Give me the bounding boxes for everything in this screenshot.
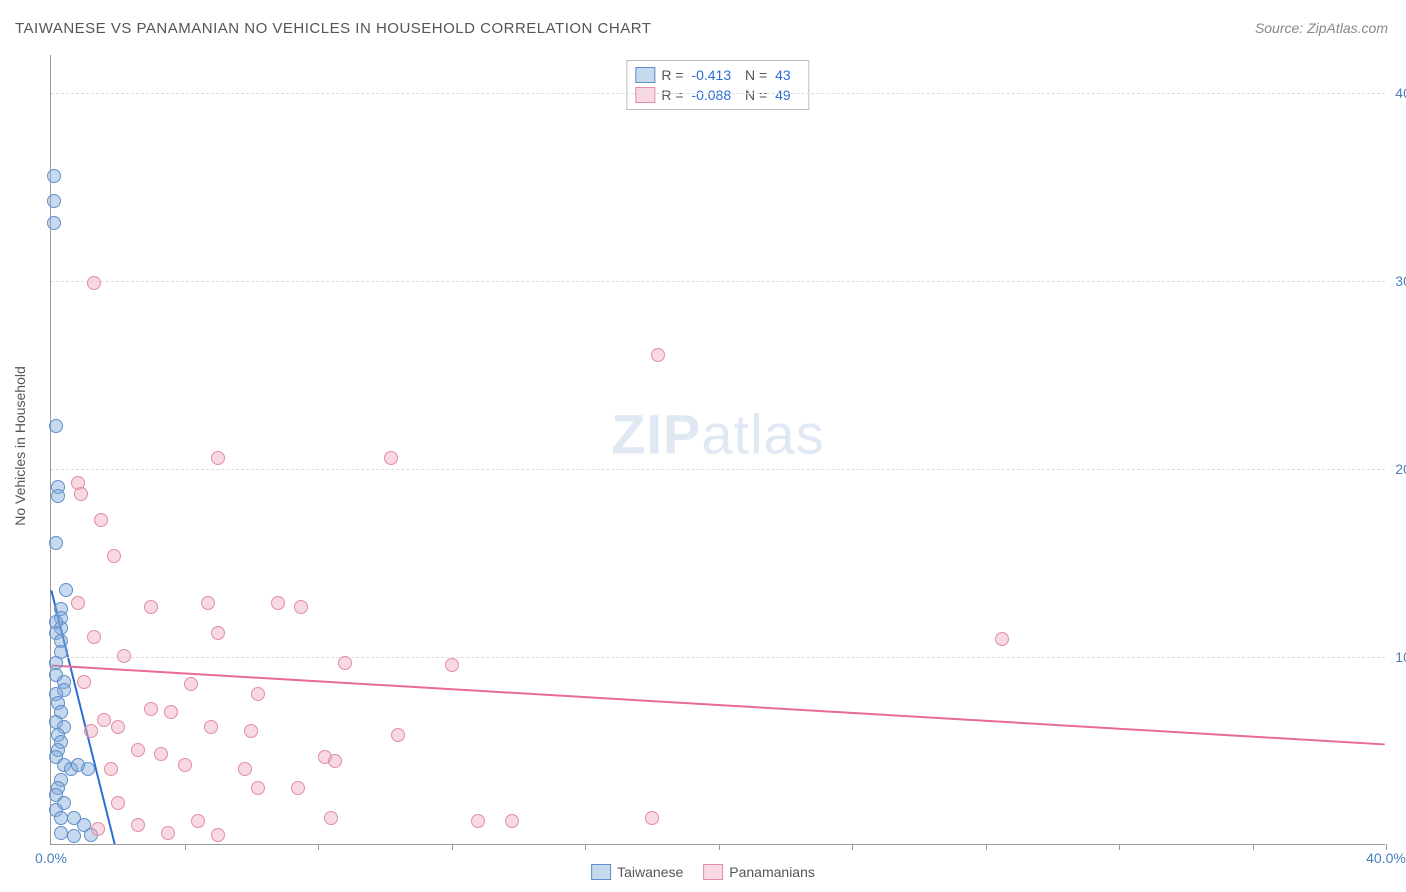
legend-label: Taiwanese: [617, 864, 683, 880]
x-tick: [452, 844, 453, 850]
scatter-point: [164, 705, 178, 719]
scatter-point: [104, 762, 118, 776]
scatter-point: [144, 600, 158, 614]
stats-text: R = -0.088 N = 49: [661, 87, 800, 103]
scatter-point: [111, 720, 125, 734]
scatter-point: [87, 276, 101, 290]
scatter-point: [47, 169, 61, 183]
scatter-point: [184, 677, 198, 691]
scatter-point: [201, 596, 215, 610]
scatter-point: [51, 489, 65, 503]
scatter-point: [251, 781, 265, 795]
scatter-point: [211, 828, 225, 842]
stats-row: R = -0.413 N = 43: [635, 65, 800, 85]
stats-box: R = -0.413 N = 43 R = -0.088 N = 49: [626, 60, 809, 110]
x-tick: [185, 844, 186, 850]
y-axis-label: No Vehicles in Household: [12, 366, 28, 526]
scatter-point: [271, 596, 285, 610]
scatter-point: [67, 829, 81, 843]
scatter-point: [94, 513, 108, 527]
gridline: [51, 281, 1385, 282]
x-tick: [1253, 844, 1254, 850]
stats-text: R = -0.413 N = 43: [661, 67, 800, 83]
y-tick-label: 20.0%: [1387, 461, 1406, 477]
legend-swatch: [703, 864, 723, 880]
x-tick: [719, 844, 720, 850]
legend-label: Panamanians: [729, 864, 815, 880]
legend-swatch: [591, 864, 611, 880]
gridline: [51, 469, 1385, 470]
plot-area: ZIPatlas R = -0.413 N = 43R = -0.088 N =…: [50, 55, 1385, 845]
scatter-point: [71, 596, 85, 610]
scatter-point: [338, 656, 352, 670]
scatter-point: [291, 781, 305, 795]
scatter-point: [645, 811, 659, 825]
y-tick-label: 40.0%: [1387, 85, 1406, 101]
x-tick: [585, 844, 586, 850]
scatter-point: [84, 724, 98, 738]
scatter-point: [238, 762, 252, 776]
legend-item: Taiwanese: [591, 864, 683, 880]
x-tick: [852, 844, 853, 850]
scatter-point: [651, 348, 665, 362]
scatter-point: [74, 487, 88, 501]
scatter-point: [111, 796, 125, 810]
gridline: [51, 93, 1385, 94]
legend-item: Panamanians: [703, 864, 815, 880]
bottom-legend: Taiwanese Panamanians: [591, 864, 815, 880]
scatter-point: [47, 194, 61, 208]
scatter-point: [384, 451, 398, 465]
scatter-point: [49, 419, 63, 433]
gridline: [51, 657, 1385, 658]
scatter-point: [505, 814, 519, 828]
scatter-point: [91, 822, 105, 836]
scatter-point: [117, 649, 131, 663]
x-tick: [1119, 844, 1120, 850]
scatter-point: [54, 826, 68, 840]
x-tick-label: 40.0%: [1366, 850, 1406, 866]
scatter-point: [251, 687, 265, 701]
scatter-point: [144, 702, 158, 716]
source-attribution: Source: ZipAtlas.com: [1255, 20, 1388, 36]
scatter-point: [244, 724, 258, 738]
scatter-point: [445, 658, 459, 672]
scatter-point: [211, 626, 225, 640]
scatter-point: [77, 675, 91, 689]
legend-swatch: [635, 67, 655, 83]
scatter-point: [211, 451, 225, 465]
scatter-point: [178, 758, 192, 772]
scatter-point: [59, 583, 73, 597]
y-tick-label: 30.0%: [1387, 273, 1406, 289]
scatter-point: [328, 754, 342, 768]
scatter-point: [471, 814, 485, 828]
scatter-point: [47, 216, 61, 230]
scatter-point: [154, 747, 168, 761]
x-tick: [318, 844, 319, 850]
scatter-point: [995, 632, 1009, 646]
scatter-point: [49, 536, 63, 550]
chart-container: TAIWANESE VS PANAMANIAN NO VEHICLES IN H…: [0, 0, 1406, 892]
x-tick: [986, 844, 987, 850]
scatter-point: [131, 818, 145, 832]
y-tick-label: 10.0%: [1387, 649, 1406, 665]
scatter-point: [324, 811, 338, 825]
scatter-point: [97, 713, 111, 727]
scatter-point: [191, 814, 205, 828]
scatter-point: [107, 549, 121, 563]
scatter-point: [87, 630, 101, 644]
scatter-point: [294, 600, 308, 614]
scatter-point: [54, 811, 68, 825]
scatter-point: [391, 728, 405, 742]
scatter-point: [131, 743, 145, 757]
stats-row: R = -0.088 N = 49: [635, 85, 800, 105]
legend-swatch: [635, 87, 655, 103]
scatter-point: [81, 762, 95, 776]
x-tick-label: 0.0%: [35, 850, 67, 866]
scatter-point: [204, 720, 218, 734]
scatter-point: [161, 826, 175, 840]
chart-title: TAIWANESE VS PANAMANIAN NO VEHICLES IN H…: [15, 20, 651, 37]
